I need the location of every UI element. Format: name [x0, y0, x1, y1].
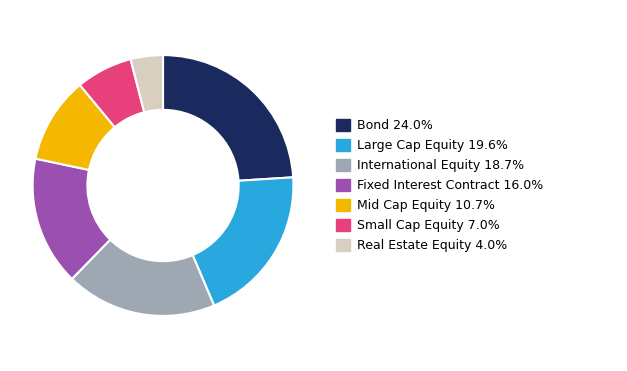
Legend: Bond 24.0%, Large Cap Equity 19.6%, International Equity 18.7%, Fixed Interest C: Bond 24.0%, Large Cap Equity 19.6%, Inte…: [332, 115, 547, 256]
Wedge shape: [163, 55, 293, 181]
Wedge shape: [130, 55, 163, 112]
Wedge shape: [192, 177, 293, 305]
Wedge shape: [80, 59, 144, 127]
Wedge shape: [72, 240, 214, 316]
Wedge shape: [33, 159, 110, 279]
Wedge shape: [35, 85, 115, 170]
